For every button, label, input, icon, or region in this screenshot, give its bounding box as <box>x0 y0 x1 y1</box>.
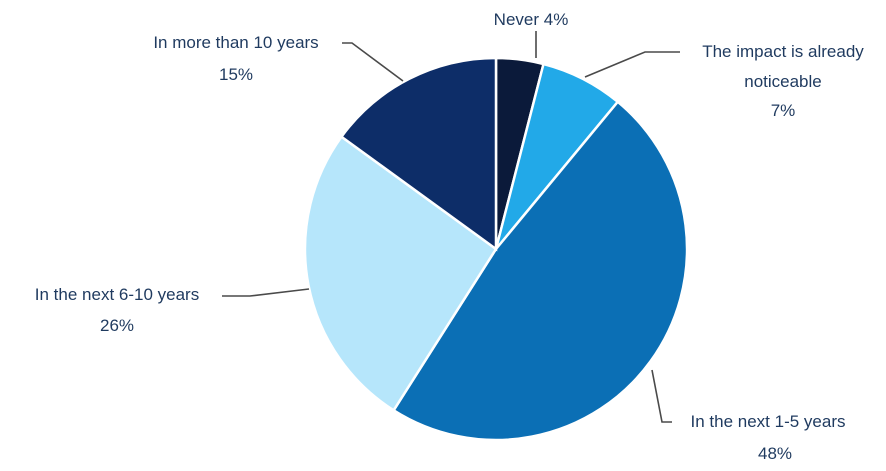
leader-lines <box>222 31 680 423</box>
slice-label-in-the-next-6-10-years: In the next 6-10 years <box>35 285 199 304</box>
slice-value-in-more-than-10-years: 15% <box>219 65 253 84</box>
pie-slices <box>303 56 689 442</box>
leader-line-in-more-than-10-years <box>342 42 404 82</box>
slice-label-the-impact-is-already-noticeable: noticeable <box>744 72 822 91</box>
slice-label-in-more-than-10-years: In more than 10 years <box>153 33 318 52</box>
slice-value-in-the-next-1-5-years: 48% <box>758 444 792 463</box>
pie-slice-in-more-than-10-years <box>339 56 498 252</box>
slice-label-never: Never 4% <box>494 10 569 29</box>
leader-line-the-impact-is-already-noticeable <box>584 51 680 78</box>
leader-line-in-the-next-6-10-years <box>222 288 310 297</box>
slice-labels: Never 4% The impact is already noticeable 7… <box>35 10 864 463</box>
slice-label-in-the-next-1-5-years: In the next 1-5 years <box>691 412 846 431</box>
slice-value-in-the-next-6-10-years: 26% <box>100 316 134 335</box>
pie-slice-in-the-next-1-5-years <box>391 100 689 442</box>
slice-label-the-impact-is-already-noticeable: The impact is already <box>702 42 864 61</box>
leader-line-in-the-next-1-5-years <box>651 369 672 423</box>
slice-value-the-impact-is-already-noticeable: 7% <box>771 101 796 120</box>
pie-slice-in-the-next-6-10-years <box>303 134 498 412</box>
